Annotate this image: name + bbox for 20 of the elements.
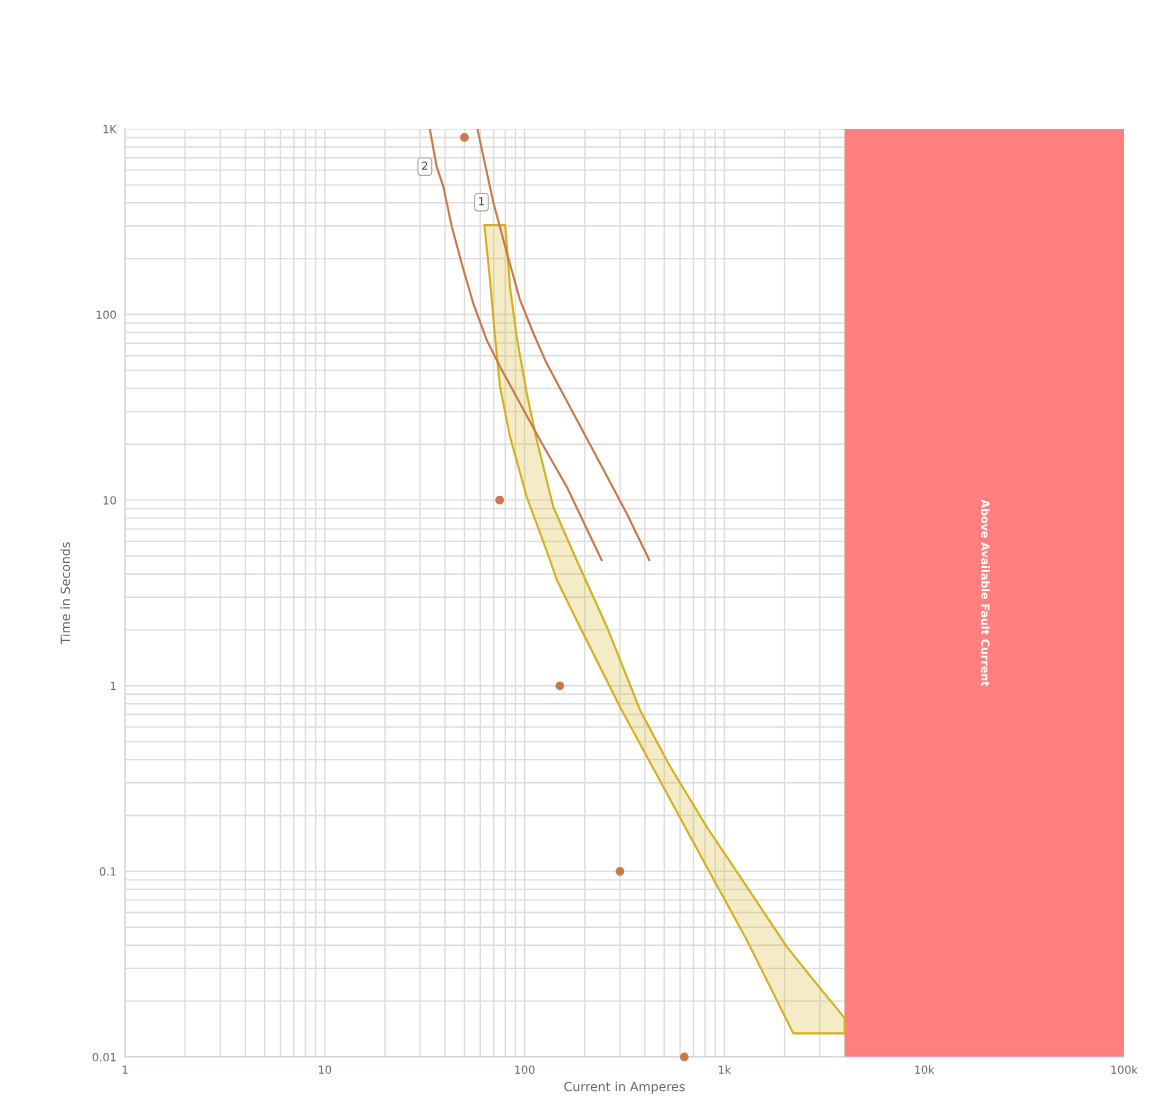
x-tick-label: 1 <box>122 1065 128 1074</box>
y-axis-title: Time in Seconds <box>60 542 71 645</box>
y-tick-label: 1K <box>103 125 117 134</box>
point <box>555 681 565 691</box>
y-tick-label: 1 <box>110 681 116 690</box>
y-tick-label: 100 <box>96 310 116 319</box>
x-tick-label: 10k <box>915 1065 935 1074</box>
series-label: 1 <box>479 197 484 206</box>
x-tick-label: 10 <box>318 1065 332 1074</box>
y-tick-label: 10 <box>103 496 116 505</box>
y-tick-label: 0.01 <box>92 1052 116 1062</box>
point <box>495 495 505 505</box>
band-label: Above Available Fault Current <box>981 499 990 687</box>
series-label: 2 <box>422 161 428 170</box>
x-axis-title: Current in Amperes <box>564 1081 685 1094</box>
point <box>615 866 625 876</box>
y-tick-label: 0.1 <box>99 867 116 876</box>
x-tick-label: 100k <box>1111 1065 1138 1074</box>
x-tick-label: 1k <box>718 1065 732 1074</box>
x-tick-label: 100 <box>515 1065 535 1074</box>
